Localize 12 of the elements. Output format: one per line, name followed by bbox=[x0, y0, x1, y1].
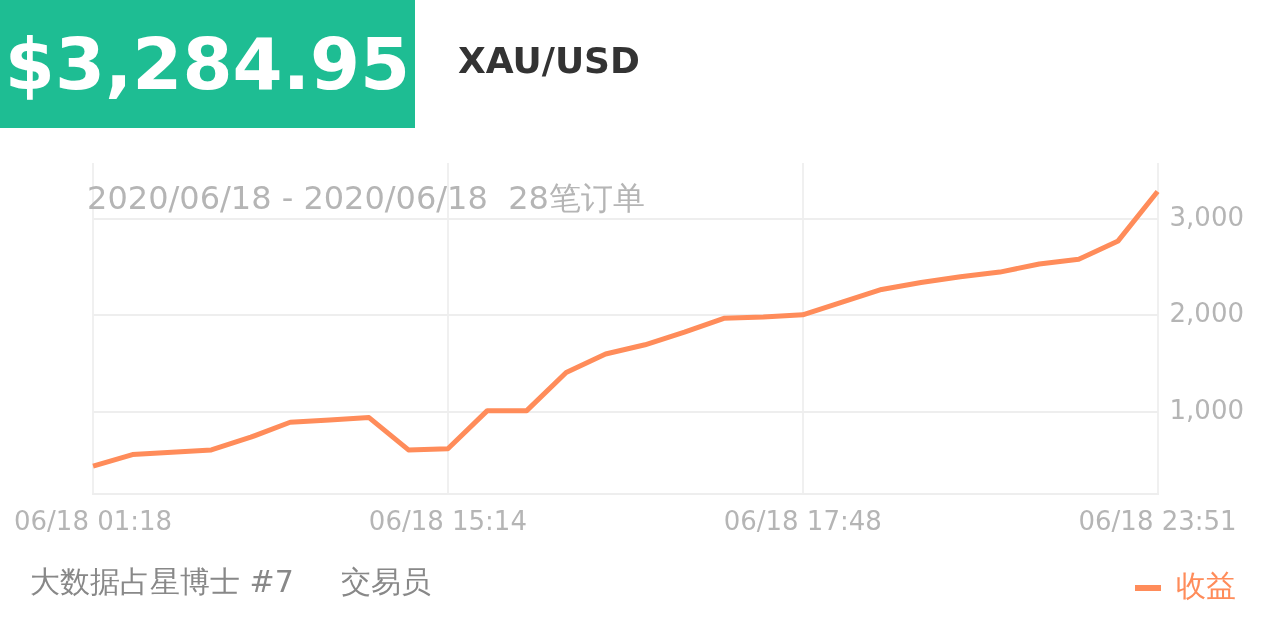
x-tick-label: 06/18 01:18 bbox=[14, 506, 173, 537]
text: 大数据占星博士 #7 交易员 bbox=[30, 563, 432, 601]
x-tick-label: 06/18 17:48 bbox=[723, 506, 882, 537]
y-tick-label: 1,000 bbox=[1169, 394, 1244, 425]
x-tick-label: 06/18 15:14 bbox=[368, 506, 527, 537]
annotation: 2020/06/18 - 2020/06/18 28笔订单 bbox=[87, 179, 645, 218]
y-tick-label: 2,000 bbox=[1169, 298, 1244, 329]
chart-title: $3,284.95 bbox=[0, 0, 415, 128]
y-tick-label: 3,000 bbox=[1169, 201, 1244, 232]
x-tick-label: 06/18 23:51 bbox=[1078, 506, 1237, 537]
chart-subtitle: XAU/USD bbox=[458, 40, 640, 81]
legend-label: 收益 bbox=[1176, 567, 1236, 603]
